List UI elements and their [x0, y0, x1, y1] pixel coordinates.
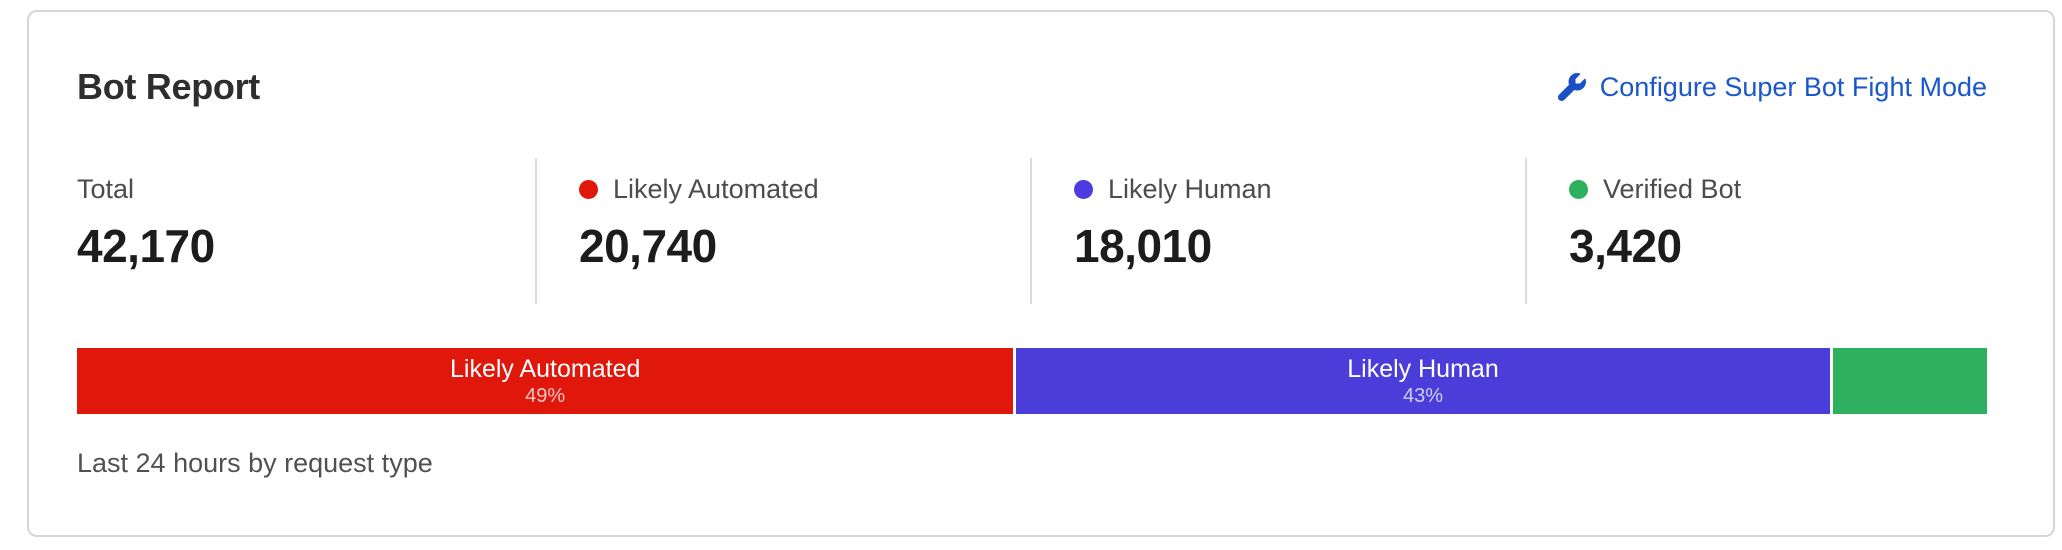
stat-label: Likely Automated — [613, 174, 819, 204]
stat-likely-automated: Likely Automated 20,740 — [535, 158, 1030, 304]
bar-caption: Last 24 hours by request type — [77, 448, 433, 478]
bar-segment-label: Likely Automated — [449, 354, 641, 383]
stat-value: 20,740 — [579, 220, 717, 272]
bot-report-card: Bot Report Configure Super Bot Fight Mod… — [27, 10, 2055, 537]
bar-segment-verified-bot[interactable] — [1832, 348, 1987, 414]
configure-link-label: Configure Super Bot Fight Mode — [1599, 71, 1987, 102]
stat-likely-human: Likely Human 18,010 — [1030, 158, 1525, 304]
likely-automated-dot-icon — [579, 180, 598, 199]
bar-segment-likely-automated[interactable]: Likely Automated 49% — [77, 348, 1014, 414]
request-type-stacked-bar: Likely Automated 49% Likely Human 43% — [77, 348, 1987, 414]
wrench-icon — [1557, 73, 1586, 101]
bar-segment-percent: 43% — [1402, 384, 1443, 407]
stat-value: 3,420 — [1569, 220, 1682, 272]
stat-value: 18,010 — [1074, 220, 1212, 272]
card-header: Bot Report Configure Super Bot Fight Mod… — [77, 66, 1987, 108]
stat-verified-bot: Verified Bot 3,420 — [1525, 158, 1987, 304]
configure-super-bot-fight-mode-link[interactable]: Configure Super Bot Fight Mode — [1557, 71, 1987, 103]
bar-segment-likely-human[interactable]: Likely Human 43% — [1016, 348, 1830, 414]
bar-segment-label: Likely Human — [1347, 354, 1499, 383]
stat-label: Likely Human — [1108, 174, 1272, 204]
bar-segment-percent: 49% — [525, 384, 566, 407]
likely-human-dot-icon — [1074, 180, 1093, 199]
stat-total: Total 42,170 — [77, 158, 535, 304]
stat-label: Total — [77, 174, 135, 204]
verified-bot-dot-icon — [1569, 180, 1588, 199]
stat-label: Verified Bot — [1603, 174, 1742, 204]
stats-row: Total 42,170 Likely Automated 20,740 Lik… — [77, 158, 1987, 304]
page-title: Bot Report — [77, 66, 260, 107]
stat-value: 42,170 — [77, 220, 215, 272]
